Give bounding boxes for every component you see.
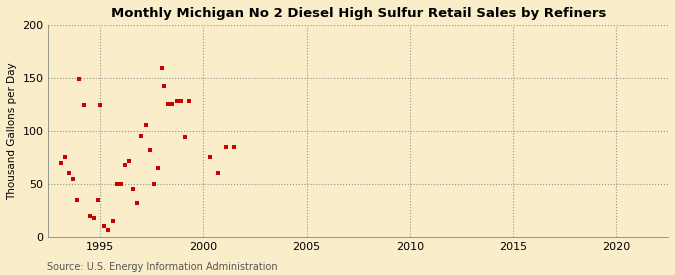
Point [92, 197, 103, 202]
Point [157, 65, 167, 70]
Point [136, 134, 147, 139]
Title: Monthly Michigan No 2 Diesel High Sulfur Retail Sales by Refiners: Monthly Michigan No 2 Diesel High Sulfur… [111, 7, 606, 20]
Point [184, 99, 194, 104]
Point [213, 171, 223, 175]
Point [111, 182, 122, 186]
Point [124, 158, 134, 163]
Point [159, 83, 169, 88]
Point [229, 145, 240, 149]
Point [95, 102, 105, 107]
Text: Source: U.S. Energy Information Administration: Source: U.S. Energy Information Administ… [47, 262, 278, 272]
Point [84, 213, 95, 218]
Point [74, 77, 85, 81]
Point [171, 99, 182, 104]
Point [204, 155, 215, 160]
Point [221, 145, 232, 149]
Point [55, 161, 66, 165]
Point [115, 182, 126, 186]
Point [132, 201, 142, 205]
Point [68, 176, 79, 181]
Point [140, 122, 151, 127]
Point [180, 135, 190, 139]
Point [176, 99, 186, 104]
Y-axis label: Thousand Gallons per Day: Thousand Gallons per Day [7, 62, 17, 200]
Point [144, 148, 155, 152]
Point [99, 224, 109, 228]
Point [88, 216, 99, 220]
Point [103, 228, 114, 233]
Point [128, 187, 138, 191]
Point [148, 182, 159, 186]
Point [63, 171, 74, 175]
Point [119, 163, 130, 167]
Point [78, 102, 89, 107]
Point [59, 155, 70, 160]
Point [167, 101, 178, 106]
Point [107, 219, 118, 223]
Point [72, 197, 83, 202]
Point [163, 101, 173, 106]
Point [153, 166, 163, 170]
